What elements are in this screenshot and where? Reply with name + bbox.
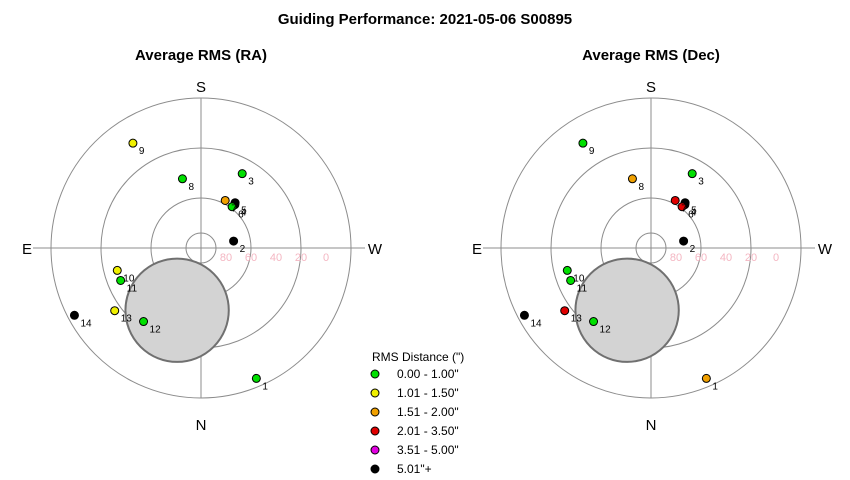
data-point-label: 2 [240, 244, 246, 255]
polar-chart-dec: Average RMS (Dec)80 60 40 20 0SWNE1234567891… [472, 47, 833, 434]
data-point-label: 5 [241, 206, 247, 217]
data-point [69, 310, 79, 320]
data-point-label: 10 [573, 273, 585, 284]
data-point [679, 236, 689, 246]
data-point-label: 6 [688, 210, 694, 221]
data-point [562, 265, 572, 275]
data-point [139, 317, 149, 327]
data-point-label: 9 [589, 146, 595, 157]
legend-entry-label: 5.01"+ [397, 462, 432, 476]
data-point [177, 174, 187, 184]
direction-label-w: W [368, 241, 383, 258]
data-point-label: 4 [241, 208, 247, 219]
data-point [560, 306, 570, 316]
altitude-tick-label: 0 [773, 252, 779, 264]
data-point [220, 195, 230, 205]
data-point-label: 1 [262, 381, 268, 392]
altitude-tick-label: 60 [245, 252, 257, 264]
direction-label-e: E [472, 241, 482, 258]
data-point [701, 373, 711, 383]
data-point-label: 11 [577, 283, 588, 294]
data-point-label: 12 [150, 325, 162, 336]
legend-marker [370, 407, 380, 417]
data-point [578, 138, 588, 148]
legend-marker [370, 388, 380, 398]
legend-marker [370, 464, 380, 474]
data-point [519, 310, 529, 320]
data-point [566, 275, 576, 285]
legend-title: RMS Distance (") [372, 350, 464, 364]
data-point-label: 14 [530, 318, 542, 329]
altitude-tick-label: 40 [720, 252, 732, 264]
data-point [677, 202, 687, 212]
data-point-label: 7 [681, 203, 687, 214]
data-point-label: 1 [712, 381, 718, 392]
data-point-label: 10 [123, 273, 135, 284]
direction-label-w: W [818, 241, 833, 258]
moon-disc [124, 257, 230, 363]
data-point [110, 306, 120, 316]
data-point-label: 6 [238, 210, 244, 221]
moon-disc [574, 257, 680, 363]
data-point-label: 3 [698, 177, 704, 188]
data-point [128, 138, 138, 148]
legend: RMS Distance (") 0.00 - 1.00" 1.01 - 1.50"… [370, 350, 464, 476]
direction-label-n: N [646, 417, 657, 434]
legend-marker [370, 369, 380, 379]
data-point [229, 236, 239, 246]
direction-label-e: E [22, 241, 32, 258]
legend-entry-label: 2.01 - 3.50" [397, 424, 459, 438]
data-point [687, 169, 697, 179]
data-point [237, 169, 247, 179]
data-point-label: 12 [600, 325, 612, 336]
data-point-label: 14 [80, 318, 92, 329]
polar-chart-ra: Average RMS (RA)80 60 40 20 0SWNE12345678910… [22, 47, 383, 434]
data-point [116, 275, 126, 285]
direction-label-s: S [646, 79, 656, 96]
data-point-label: 3 [248, 177, 254, 188]
data-point-label: 13 [571, 314, 583, 325]
data-point [627, 174, 637, 184]
page-title: Guiding Performance: 2021-05-06 S00895 [278, 11, 572, 28]
data-point [227, 202, 237, 212]
altitude-tick-label: 60 [695, 252, 707, 264]
data-point [670, 195, 680, 205]
altitude-tick-label: 20 [295, 252, 307, 264]
subplot-title: Average RMS (Dec) [582, 47, 720, 64]
data-point-label: 9 [139, 146, 145, 157]
legend-marker [370, 445, 380, 455]
data-point-label: 13 [121, 314, 133, 325]
data-point [112, 265, 122, 275]
data-point [251, 373, 261, 383]
altitude-tick-label: 20 [745, 252, 757, 264]
legend-entry-label: 1.51 - 2.00" [397, 405, 459, 419]
legend-entry-label: 3.51 - 5.00" [397, 443, 459, 457]
legend-entry-label: 1.01 - 1.50" [397, 386, 459, 400]
altitude-tick-label: 40 [270, 252, 282, 264]
data-point-label: 11 [127, 283, 138, 294]
altitude-tick-label: 80 [670, 252, 682, 264]
altitude-tick-label: 80 [220, 252, 232, 264]
data-point-label: 7 [231, 203, 237, 214]
data-point [589, 317, 599, 327]
direction-label-n: N [196, 417, 207, 434]
direction-label-s: S [196, 79, 206, 96]
altitude-tick-label: 0 [323, 252, 329, 264]
data-point-label: 8 [188, 182, 194, 193]
legend-entry-label: 0.00 - 1.00" [397, 367, 459, 381]
data-point-label: 4 [691, 208, 697, 219]
legend-marker [370, 426, 380, 436]
data-point-label: 5 [691, 206, 697, 217]
data-point-label: 2 [690, 244, 696, 255]
data-point-label: 8 [638, 182, 644, 193]
subplot-title: Average RMS (RA) [135, 47, 267, 64]
